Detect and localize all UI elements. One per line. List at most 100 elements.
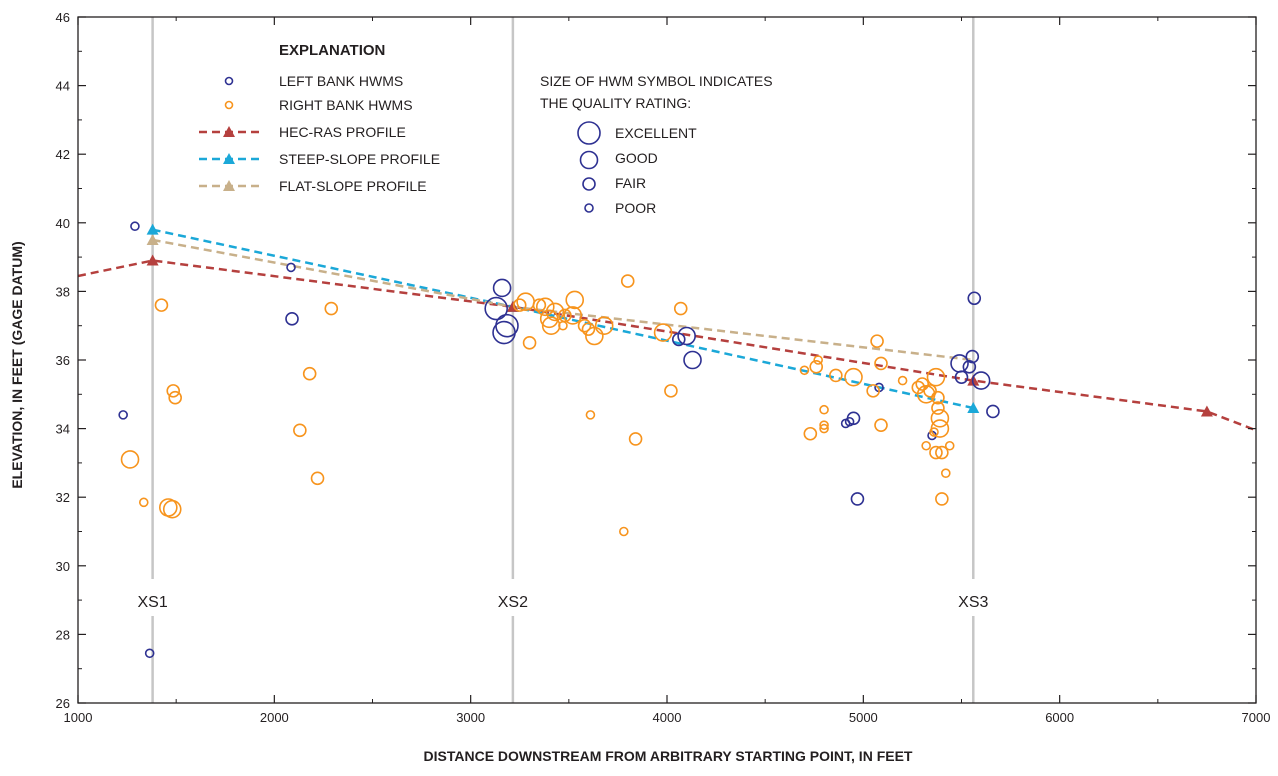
left-bank-hwm-point: [286, 262, 296, 273]
profile-line-hec_ras: [78, 259, 1256, 432]
right-bank-hwm-point: [585, 326, 604, 346]
legend-hec-ras-label: HEC-RAS PROFILE: [279, 124, 406, 140]
plot-border: [77, 16, 1257, 704]
right-bank-hwm-point: [512, 298, 527, 312]
right-bank-hwm-point: [619, 526, 629, 537]
right-bank-hwm-point: [929, 427, 939, 437]
right-bank-hwm-point: [926, 367, 946, 387]
right-bank-hwm-point: [168, 390, 182, 405]
left-bank-hwm-point: [954, 370, 969, 384]
left-bank-hwm-point: [118, 410, 128, 420]
right-bank-hwm-point: [293, 423, 307, 438]
right-bank-hwm-point: [813, 355, 823, 365]
plot-frame: 1000 2000 3000 4000 5000 6000 7000 26 28 30 32 34 36…: [56, 10, 1271, 725]
right-bank-hwm-point: [545, 302, 565, 322]
right-bank-hwm-point: [302, 366, 317, 381]
legend-hec-ras-marker: [223, 126, 235, 137]
right-bank-hwm-point: [154, 298, 169, 312]
hwm-points: [118, 221, 1000, 659]
right-bank-hwm-point: [870, 334, 884, 348]
left-bank-hwm-point: [130, 221, 140, 232]
x-tick-label: 1000: [64, 710, 93, 725]
x-tick-label: 7000: [1242, 710, 1271, 725]
cross-section-label-xs3: XS3: [958, 594, 988, 611]
legend-right-bank-symbol: [224, 100, 234, 110]
y-tick-label: 32: [56, 490, 70, 505]
left-bank-hwm-point: [492, 278, 512, 298]
right-bank-hwm-point: [522, 336, 537, 350]
left-bank-hwm-point: [846, 411, 861, 426]
right-bank-hwm-point: [923, 384, 937, 398]
y-tick-label: 38: [56, 284, 70, 299]
right-bank-hwm-point: [866, 384, 880, 398]
y-axis-title: ELEVATION, IN FEET (GAGE DATUM): [9, 241, 25, 488]
left-bank-hwm-point: [850, 492, 865, 506]
x-tick-label: 6000: [1045, 710, 1074, 725]
right-bank-hwm-point: [577, 318, 592, 333]
right-bank-hwm-point: [310, 471, 325, 486]
legend-steep-label: STEEP-SLOPE PROFILE: [279, 151, 440, 167]
right-bank-hwm-point: [931, 401, 945, 415]
left-bank-hwm-point: [285, 312, 299, 326]
x-tick-label: 2000: [260, 710, 289, 725]
x-tick-label: 4000: [653, 710, 682, 725]
y-tick-label: 46: [56, 10, 70, 25]
water-surface-profiles: [78, 223, 1256, 432]
right-bank-hwm-point: [944, 440, 955, 451]
left-bank-hwm-point: [986, 404, 1000, 419]
profile-marker-hec_ras: [146, 254, 159, 266]
right-bank-hwm-point: [915, 377, 930, 391]
legend-right-bank-label: RIGHT BANK HWMS: [279, 97, 413, 113]
right-bank-hwm-point: [929, 445, 943, 460]
left-bank-hwm-point: [683, 350, 702, 370]
legend-left-bank-label: LEFT BANK HWMS: [279, 73, 403, 89]
right-bank-hwm-point: [673, 301, 688, 316]
left-bank-hwm-point: [144, 648, 155, 659]
right-bank-hwm-point: [874, 356, 888, 371]
left-bank-hwm-point: [495, 313, 519, 338]
left-bank-hwm-point: [844, 416, 855, 427]
legend-flat-marker: [223, 180, 235, 191]
y-tick-label: 36: [56, 353, 70, 368]
x-tick-label: 3000: [456, 710, 485, 725]
right-bank-hwm-point: [819, 404, 829, 415]
legend-fair-label: FAIR: [615, 175, 646, 191]
left-bank-hwm-point: [677, 326, 696, 346]
right-bank-hwm-point: [138, 497, 149, 508]
y-tick-label: 28: [56, 627, 70, 642]
right-bank-hwm-point: [803, 426, 818, 441]
right-bank-hwm-point: [558, 308, 572, 323]
left-bank-hwm-point: [971, 371, 991, 390]
legend-flat-label: FLAT-SLOPE PROFILE: [279, 178, 427, 194]
right-bank-hwm-point: [565, 290, 585, 310]
right-bank-hwm-point: [829, 368, 843, 383]
legend-left-bank-symbol: [224, 76, 234, 86]
y-tick-label: 34: [56, 422, 70, 437]
profile-marker-flat: [146, 233, 159, 245]
profile-line-steep: [152, 228, 974, 410]
cross-section-label-xs1: XS1: [137, 594, 167, 611]
right-bank-hwm-point: [819, 423, 829, 434]
right-bank-hwm-point: [897, 375, 908, 386]
right-bank-hwm-point: [594, 316, 614, 336]
legend-excellent-symbol: [577, 121, 601, 145]
legend-poor-label: POOR: [615, 200, 656, 216]
right-bank-hwm-point: [585, 410, 596, 420]
y-tick-label: 44: [56, 79, 70, 94]
right-bank-hwm-point: [921, 440, 931, 451]
cross-section-label-xs2: XS2: [498, 594, 528, 611]
right-bank-hwm-point: [620, 274, 635, 288]
right-bank-hwm-point: [532, 298, 547, 312]
left-bank-hwm-point: [965, 349, 980, 364]
cross-section-labels: XS1 XS2 XS3: [137, 594, 988, 611]
right-bank-hwm-point: [539, 309, 559, 329]
right-bank-hwm-point: [935, 445, 949, 460]
legend-good-symbol: [579, 150, 599, 170]
legend-steep-marker: [223, 153, 235, 164]
right-bank-hwm-point: [162, 499, 182, 519]
right-bank-hwm-point: [935, 492, 949, 506]
right-bank-hwm-point: [653, 323, 673, 342]
right-bank-hwm-point: [940, 468, 951, 478]
right-bank-hwm-point: [628, 432, 643, 446]
